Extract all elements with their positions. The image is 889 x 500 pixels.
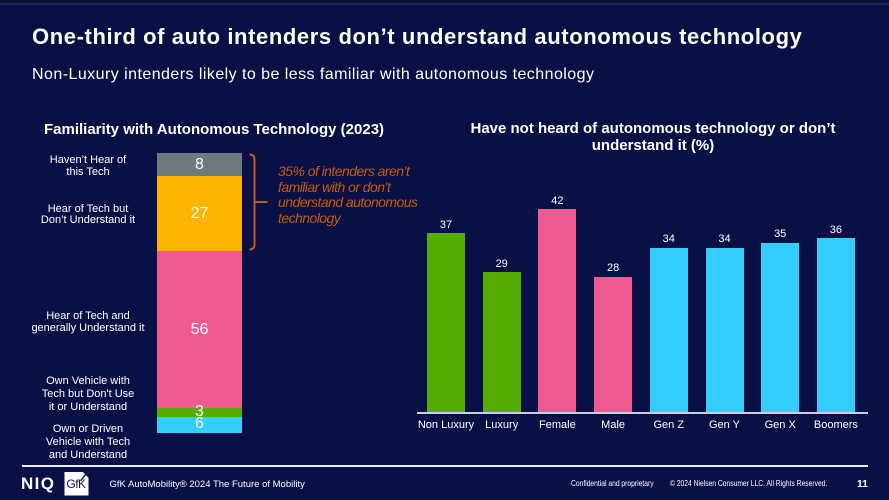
svg-text:GfK: GfK <box>66 477 86 491</box>
